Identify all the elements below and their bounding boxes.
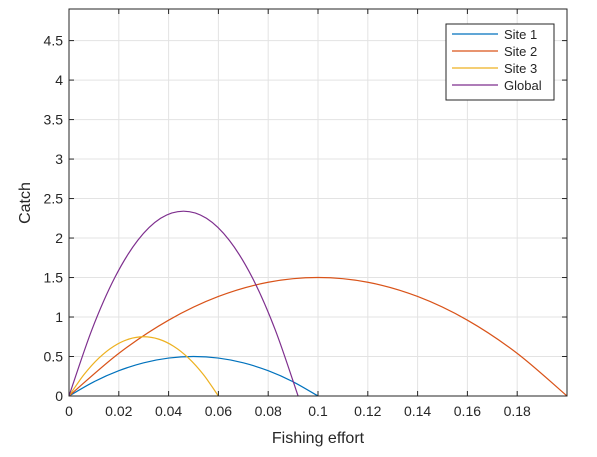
- legend: Site 1 Site 2 Site 3 Global: [445, 23, 555, 101]
- x-tick-label: 0.12: [354, 403, 381, 419]
- x-tick-label: 0.18: [504, 403, 531, 419]
- y-tick-label: 3.5: [44, 112, 64, 128]
- series-line-site-2: [68, 276, 568, 397]
- series-line-site-3: [68, 336, 219, 397]
- x-tick-label: 0.14: [404, 403, 431, 419]
- y-tick-label: 0.5: [44, 349, 64, 365]
- y-tick-label: 4: [55, 72, 63, 88]
- axis-ticks: 0 0.02 0.04 0.06 0.08 0.1 0.12 0.14 0.16 0.18 0 0.5…: [44, 9, 567, 419]
- y-tick-label: 2: [55, 230, 63, 246]
- legend-label-site-1: Site 1: [504, 27, 537, 42]
- series-line-site-1: [68, 355, 319, 397]
- y-axis-title: Catch: [17, 182, 34, 224]
- legend-label-site-3: Site 3: [504, 61, 537, 76]
- legend-label-site-2: Site 2: [504, 44, 537, 59]
- series-lines: [68, 210, 568, 397]
- legend-label-global: Global: [504, 78, 542, 93]
- y-tick-label: 2.5: [44, 191, 64, 207]
- legend-box: [445, 23, 555, 101]
- x-tick-label: 0.16: [454, 403, 481, 419]
- x-tick-label: 0.02: [105, 403, 132, 419]
- y-tick-label: 1: [55, 309, 63, 325]
- x-tick-label: 0.1: [308, 403, 328, 419]
- y-tick-label: 4.5: [44, 33, 64, 49]
- x-tick-label: 0.08: [255, 403, 282, 419]
- x-tick-label: 0.04: [155, 403, 182, 419]
- y-tick-label: 3: [55, 151, 63, 167]
- x-axis-title: Fishing effort: [272, 430, 365, 447]
- y-tick-label: 0: [55, 388, 63, 404]
- x-tick-label: 0: [65, 403, 73, 419]
- y-tick-label: 1.5: [44, 270, 64, 286]
- series-line-global: [68, 210, 299, 397]
- x-tick-label: 0.06: [205, 403, 232, 419]
